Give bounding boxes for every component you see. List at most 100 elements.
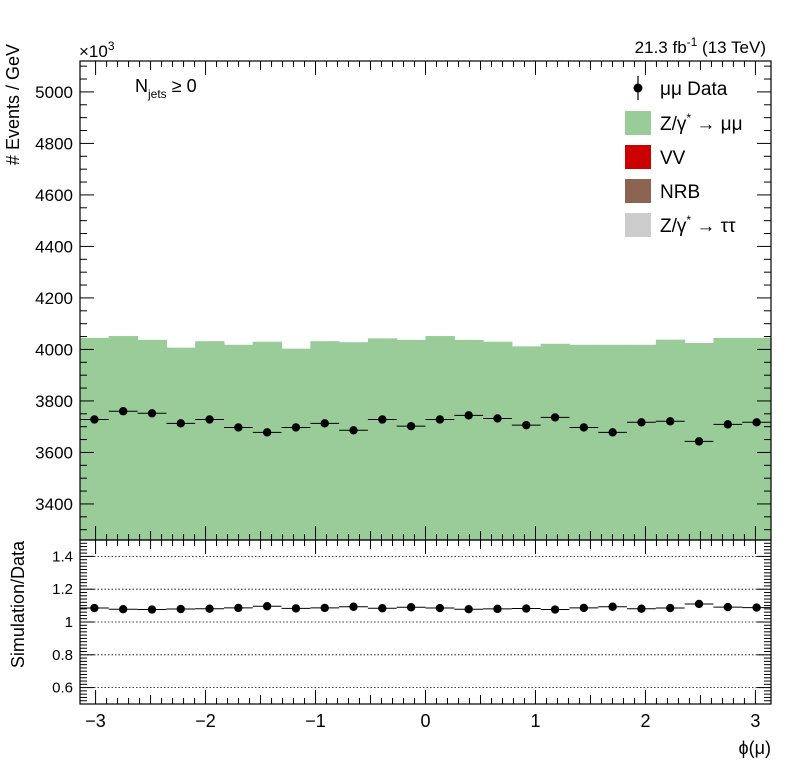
data-point: [234, 423, 243, 432]
legend-label: Z/γ* → μμ: [660, 111, 743, 135]
mc-bin-bar: [454, 339, 484, 540]
y-tick-label: 4000: [35, 340, 73, 359]
data-point: [205, 415, 214, 424]
mc-stack-fill: [80, 336, 772, 540]
legend-label-text: μμ Data: [660, 79, 728, 100]
legend-label: Z/γ* → ττ: [660, 213, 736, 237]
legend-swatch: [625, 111, 651, 135]
legend-label: NRB: [660, 182, 700, 203]
x-tick-label: −1: [305, 711, 326, 731]
ratio-y-tick-label: 0.6: [52, 680, 73, 697]
mc-bin-bar: [569, 344, 599, 540]
mc-bin-bar: [598, 344, 628, 540]
data-point: [637, 418, 646, 427]
ratio-point: [262, 602, 272, 611]
ratio-panel: −3 −2 −1 0 1 2 3 0.6 0.8 1 1.2 1.4: [52, 539, 772, 731]
legend-label: VV: [660, 148, 686, 169]
ratio-point: [723, 602, 733, 612]
axes-frame: [79, 539, 772, 705]
x-axis-label: ϕ(μ): [739, 738, 771, 758]
mc-bin-bar: [137, 339, 167, 540]
x-tick-label: −2: [195, 711, 216, 731]
ratio-point: [349, 602, 358, 611]
mc-bin-bar: [425, 336, 455, 540]
y-tick-label: 3600: [35, 443, 73, 462]
data-point: [579, 423, 589, 432]
x-tick-label: 0: [420, 711, 430, 731]
data-point: [608, 428, 617, 437]
y-tick-label: 4200: [35, 289, 73, 308]
y-tick-label: 3800: [35, 392, 73, 411]
legend-label-text: NRB: [660, 182, 700, 203]
legend-swatch: [625, 145, 651, 169]
x-tick-label: 2: [640, 711, 650, 731]
ratio-point: [176, 604, 185, 614]
mc-bin-bar: [483, 341, 513, 540]
y-exponent-label: ×103: [79, 39, 115, 61]
ratio-point: [406, 603, 416, 612]
legend-entry-ztt: Z/γ* → ττ: [625, 213, 736, 237]
data-point: [723, 420, 733, 429]
mc-bin-bar: [80, 337, 110, 540]
legend-label-text: Z/γ: [660, 216, 687, 237]
mc-bin-bar: [281, 348, 311, 540]
ratio-point: [493, 604, 502, 614]
mc-bin-bar: [655, 339, 686, 540]
ratio-axes: −3 −2 −1 0 1 2 3 0.6 0.8 1 1.2 1.4: [52, 539, 772, 731]
mc-bin-bar: [195, 341, 225, 540]
mc-bin-bar: [511, 346, 542, 540]
main-panel: 3400 3600 3800 4000 4200 4400 4600 4800 5000: [35, 60, 772, 541]
ratio-point: [550, 605, 560, 614]
data-point: [147, 409, 157, 418]
ratio-y-tick-label: 1.2: [52, 581, 73, 598]
ratio-point: [666, 603, 675, 613]
ratio-points: [80, 599, 771, 614]
legend-swatch: [625, 179, 651, 203]
data-point: [493, 414, 502, 423]
ratio-point: [234, 603, 243, 613]
x-tick-label: 1: [530, 711, 540, 731]
ratio-y-tick-label: 1.4: [52, 548, 73, 565]
data-point: [666, 417, 675, 426]
ratio-point: [378, 604, 387, 613]
mc-bin-bar: [223, 344, 254, 540]
ratio-point: [752, 603, 761, 612]
ratio-point: [522, 604, 531, 613]
data-point: [176, 419, 185, 428]
mc-bin-bar: [396, 339, 427, 540]
ratio-gridlines: [80, 556, 771, 688]
legend-entry-nrb: NRB: [625, 179, 700, 203]
ratio-point: [147, 605, 157, 614]
mc-bin-bar: [310, 341, 340, 540]
legend-marker: [633, 83, 643, 93]
ratio-point: [579, 603, 589, 613]
main-axes: 3400 3600 3800 4000 4200 4400 4600 4800 5000: [35, 60, 772, 541]
data-point: [291, 423, 301, 432]
data-points: [80, 407, 771, 446]
ratio-point: [90, 603, 99, 613]
ratio-point: [205, 604, 214, 613]
x-tick-label: −3: [85, 711, 106, 731]
y-tick-label: 4800: [35, 134, 73, 153]
mc-bin-bar: [166, 347, 196, 540]
mc-bin-bar: [742, 337, 772, 540]
data-point: [378, 415, 387, 424]
ratio-point: [291, 604, 301, 613]
mc-bin-bar: [367, 338, 398, 540]
y-axis-label-ratio: Simulation/Data: [8, 540, 28, 668]
data-point: [320, 419, 329, 428]
legend-swatch: [625, 213, 651, 237]
ratio-y-tick-label: 0.8: [52, 647, 73, 664]
y-axis-label-main: # Events / GeV: [3, 44, 23, 165]
data-point: [522, 420, 531, 430]
legend-label-text: VV: [660, 148, 686, 169]
legend-entry-zmm: Z/γ* → μμ: [625, 111, 743, 135]
legend-entry-vv: VV: [625, 145, 686, 169]
x-tick-label: 3: [750, 711, 760, 731]
data-point: [550, 413, 560, 422]
mc-bin-bar: [540, 343, 571, 540]
data-point: [435, 415, 445, 424]
luminosity-label: 21.3 fb-1 (13 TeV): [635, 35, 766, 57]
legend-label-sup: *: [686, 111, 691, 125]
